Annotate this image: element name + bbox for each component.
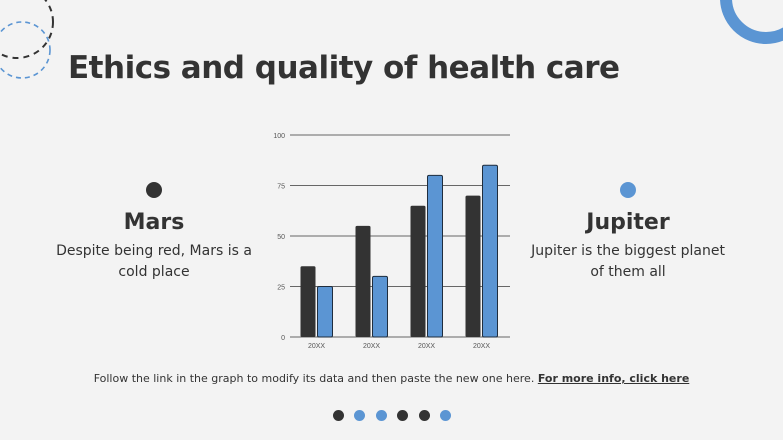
page-dot[interactable] — [375, 410, 387, 421]
jupiter-heading: Jupiter — [586, 210, 670, 235]
bar-series-2[interactable] — [317, 286, 333, 338]
x-tick-label: 20XX — [473, 343, 490, 350]
y-tick-label: 75 — [277, 184, 285, 191]
page-title: Ethics and quality of health care — [68, 50, 620, 86]
jupiter-text: Jupiter is the biggest planet of them al… — [531, 243, 725, 280]
mars-heading: Mars — [123, 210, 185, 235]
jupiter-dot — [620, 182, 636, 198]
footer-text: Follow the link in the graph to modify i… — [93, 372, 535, 385]
page-dot[interactable] — [354, 410, 366, 421]
mars-dot — [146, 182, 162, 198]
page-dot[interactable] — [440, 410, 451, 421]
y-tick-label: 25 — [277, 285, 285, 292]
bar-series-1[interactable] — [410, 205, 426, 337]
x-tick-label: 20XX — [363, 343, 380, 350]
page-dot[interactable] — [418, 410, 430, 421]
mars-block: Mars Despite being red, Mars is a cold p… — [54, 182, 254, 283]
bar-series-1[interactable] — [355, 225, 371, 337]
mars-text: Despite being red, Mars is a cold place — [56, 243, 252, 280]
bar-series-2[interactable] — [427, 174, 443, 338]
bar-series-1[interactable] — [465, 195, 481, 337]
x-tick-label: 20XX — [308, 343, 325, 350]
bar-series-2[interactable] — [482, 164, 498, 338]
bar-series-2[interactable] — [372, 275, 388, 338]
page-dot[interactable] — [397, 410, 409, 421]
y-tick-label: 0 — [281, 335, 285, 342]
x-tick-label: 20XX — [418, 343, 435, 350]
page-dot[interactable] — [333, 410, 344, 421]
jupiter-block: Jupiter Jupiter is the biggest planet of… — [528, 182, 728, 283]
dashed-circle-blue — [0, 21, 51, 79]
footer: Follow the link in the graph to modify i… — [0, 372, 783, 385]
more-info-link[interactable]: For more info, click here — [537, 372, 690, 385]
y-tick-label: 100 — [273, 133, 285, 140]
ring-blue — [720, 0, 783, 44]
y-tick-label: 50 — [277, 234, 285, 241]
bar-series-1[interactable] — [300, 266, 316, 337]
dashed-circle-dark — [0, 0, 54, 59]
